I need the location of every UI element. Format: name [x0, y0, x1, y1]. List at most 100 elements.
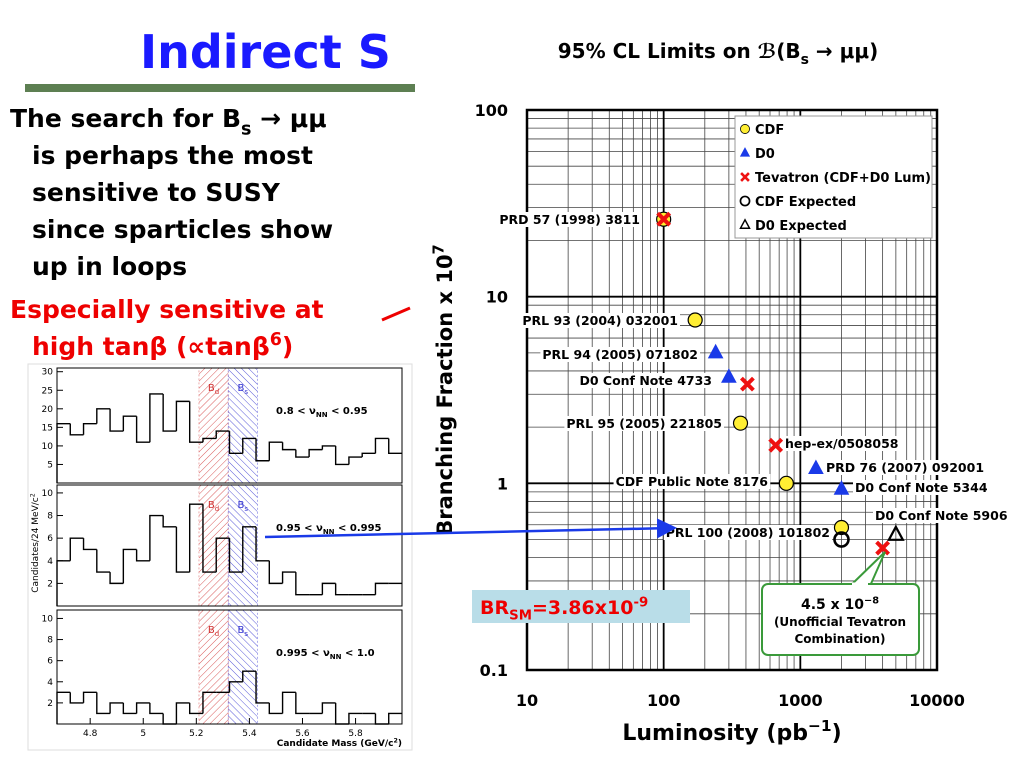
hist-bin: [109, 572, 124, 585]
marker: [875, 540, 891, 556]
hist-bin: [82, 691, 97, 703]
cut-label: 0.95 < νNN < 0.995: [276, 523, 382, 536]
text-run: (Unofficial Tevatron: [774, 615, 906, 629]
hist-bin: [228, 431, 243, 455]
marker: [656, 211, 672, 227]
text-run: d: [215, 388, 219, 396]
hist-bin: [281, 571, 296, 584]
text-run: is perhaps the most: [32, 141, 313, 170]
label-bg: [853, 480, 990, 495]
callout-pointer: [849, 551, 886, 587]
y-tick-label: 8: [47, 512, 53, 522]
y-tick-label: 10: [42, 442, 54, 452]
label-bg: [613, 474, 771, 489]
text-run: B: [238, 625, 245, 636]
hist-bin: [188, 503, 203, 573]
marker: [687, 312, 703, 328]
hist-bin: [255, 438, 270, 462]
label-bg: [540, 347, 700, 362]
text-run: < 0.95: [328, 406, 368, 417]
hist-bin: [109, 702, 124, 714]
hist-bin: [122, 702, 137, 715]
hist-bin: [96, 408, 111, 424]
point-label: PRL 95 (2005) 221805: [566, 416, 722, 431]
hist-bin: [69, 692, 84, 704]
text-run: B: [208, 500, 215, 511]
y-tick-label: 10: [486, 288, 508, 307]
slide-title: Indirect S: [140, 25, 391, 79]
text-run: B: [208, 383, 215, 394]
x-tick-label: 10000: [909, 691, 965, 710]
cut-label: 0.995 < νNN < 1.0: [276, 648, 375, 661]
marker: [778, 475, 794, 491]
legend-marker: [740, 172, 750, 182]
bullet-line: up in loops: [32, 252, 187, 281]
text-run: Luminosity (pb: [622, 721, 808, 746]
bullet-line: sensitive to SUSY: [32, 178, 281, 207]
text-run: The search for B: [10, 104, 241, 133]
callout-line: Combination): [794, 632, 885, 646]
x-tick-label: 100: [647, 691, 680, 710]
y-tick-label: 6: [47, 534, 53, 544]
bullet-line: The search for Bs → μμ: [10, 104, 327, 140]
text-run: s: [241, 120, 251, 140]
hist-bin: [374, 582, 389, 595]
x-tick-label: 5.6: [295, 729, 310, 739]
hist-bin: [162, 393, 177, 432]
hist-frame: [56, 484, 403, 607]
hist-bin: [122, 415, 137, 432]
br-box: [472, 590, 690, 623]
label-bg: [577, 373, 714, 388]
x-axis-label: Candidate Mass (GeV/c2): [277, 737, 402, 749]
legend-entry: D0 Expected: [739, 218, 847, 234]
text-run: 7: [431, 244, 448, 254]
marker: [768, 437, 784, 453]
bullet-line: high tanβ (∝tanβ6): [32, 330, 293, 361]
hist-bin: [228, 538, 243, 573]
text-run: ): [832, 721, 842, 746]
y-tick-label: 10: [42, 489, 54, 499]
y-tick-label: 0.1: [480, 661, 508, 680]
text-run: s: [244, 630, 248, 638]
hist-bin: [109, 408, 124, 432]
hist-bin: [135, 702, 150, 714]
text-run: d: [215, 505, 219, 513]
hist-bin: [388, 438, 402, 455]
legend-label: CDF Expected: [755, 195, 856, 210]
text-run: 2: [29, 493, 36, 497]
callout-line: (Unofficial Tevatron: [774, 615, 906, 629]
point-label: D0 Conf Note 5906: [875, 508, 1008, 523]
callout-box: [761, 583, 920, 656]
text-run: B: [238, 383, 245, 394]
text-run: < 0.995: [335, 523, 382, 534]
hist-bin: [281, 691, 296, 714]
text-run: 95% CL Limits on: [558, 39, 758, 63]
plot-frame: [525, 108, 939, 672]
hist-bin: [188, 401, 203, 443]
point-label: D0 Conf Note 4733: [579, 373, 712, 388]
text-run: < 1.0: [342, 648, 375, 659]
window-label: Bs: [238, 500, 249, 513]
text-run: =3.86x10: [532, 597, 634, 619]
text-run: NN: [316, 411, 328, 419]
x-tick-label: 10: [516, 691, 538, 710]
label-bg: [873, 508, 1010, 523]
point-label: PRD 76 (2007) 092001: [826, 460, 984, 475]
legend-marker: [740, 124, 750, 134]
point-label: PRL 93 (2004) 032001: [522, 313, 678, 328]
text-run: → μμ): [809, 39, 878, 63]
text-run: → μμ: [251, 104, 326, 133]
hist-bin: [255, 671, 270, 704]
hist-bin: [135, 549, 150, 562]
hist-y-label: Candidates/24 MeV/c2: [29, 493, 41, 593]
marker: [707, 343, 724, 359]
br-sm: BRSM=3.86x10-9: [480, 595, 648, 623]
hist-bin: [69, 537, 84, 561]
hist-bin: [175, 702, 190, 724]
text-run: sensitive to SUSY: [32, 178, 281, 207]
bullet-line: since sparticles show: [32, 215, 333, 244]
text-run: Branching Fraction x 10: [433, 254, 457, 535]
x-tick-label: 5.4: [242, 729, 257, 739]
y-tick-label: 30: [42, 368, 54, 378]
callout-line: 4.5 x 10−8: [801, 595, 879, 613]
